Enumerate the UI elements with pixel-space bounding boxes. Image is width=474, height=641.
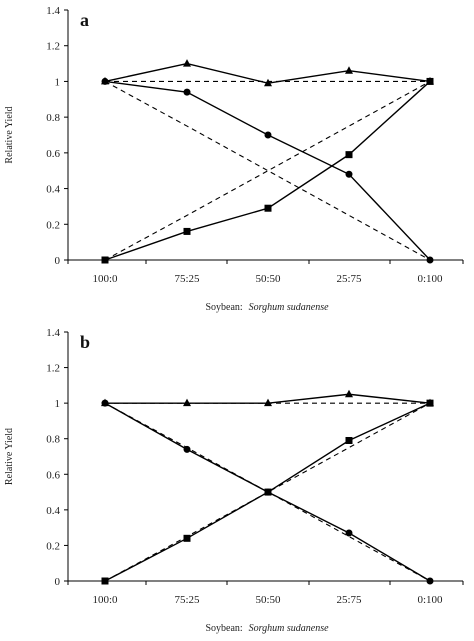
circle-point: [264, 131, 272, 139]
circle-point: [345, 529, 353, 537]
circle-point: [345, 170, 353, 178]
x-tick-label: 75:25: [174, 273, 200, 285]
circle-point: [101, 399, 109, 407]
x-tick-label: 0:100: [417, 273, 443, 285]
x-tick-label: 25:75: [336, 273, 362, 285]
y-tick-label: 1.4: [46, 5, 60, 17]
square-point: [264, 204, 272, 212]
y-tick-label: 1.2: [46, 41, 60, 53]
x-axis-title-species: Sorghum sudanense: [249, 302, 329, 313]
y-tick-label: 0.6: [46, 469, 60, 481]
y-tick-label: 1.2: [46, 363, 60, 375]
y-tick-label: 0: [55, 576, 61, 588]
triangle-point: [264, 398, 272, 407]
x-tick-label: 25:75: [336, 594, 362, 606]
y-tick-label: 1.4: [46, 327, 60, 339]
dashed-line-4: [104, 402, 431, 582]
y-tick-label: 0.4: [46, 184, 60, 196]
square-point: [426, 399, 434, 407]
panel-label: b: [80, 332, 90, 352]
chart-panel-a: 0 0.2 0.4 0.6 0.8 1 1.2 1.4 100:0 75:25 50:50 25:75…: [4, 5, 464, 313]
triangle-point: [183, 398, 191, 407]
circle-point: [183, 445, 191, 453]
x-tick-label: 0:100: [417, 594, 443, 606]
circle-point: [101, 77, 109, 85]
x-tick-label: 100:0: [92, 273, 118, 285]
x-axis-title: Soybean: Sorghum sudanense: [205, 302, 329, 313]
y-tick-label: 0.2: [46, 219, 60, 231]
square-point: [426, 77, 434, 85]
triangle-point: [183, 59, 191, 67]
y-tick-label: 0: [55, 255, 61, 267]
x-axis-title-prefix: Soybean:: [205, 623, 242, 634]
y-tick-label: 0.4: [46, 505, 60, 517]
dashed-line-4: [104, 80, 431, 261]
x-axis-title-prefix: Soybean:: [205, 302, 242, 313]
y-tick-label: 0.8: [46, 434, 60, 446]
square-point: [101, 256, 109, 264]
triangle-point: [345, 389, 353, 398]
square-point: [183, 227, 191, 235]
square-point: [101, 577, 109, 585]
x-tick-label: 50:50: [255, 594, 281, 606]
circle-point: [183, 88, 191, 96]
y-tick-label: 0.2: [46, 540, 60, 552]
panel-label: a: [80, 10, 89, 30]
square-point: [345, 436, 353, 444]
chart-panel-b: 0 0.2 0.4 0.6 0.8 1 1.2 1.4 100:0 75:25 50:50 25:75…: [4, 327, 464, 634]
y-axis-title: Relative Yield: [4, 428, 15, 485]
dashed-line-5: [104, 80, 431, 261]
square-point: [345, 151, 353, 159]
y-tick-label: 1: [55, 398, 61, 410]
x-tick-label: 100:0: [92, 594, 118, 606]
circle-point: [426, 577, 434, 585]
y-tick-label: 0.8: [46, 112, 60, 124]
x-axis-title-species: Sorghum sudanense: [249, 623, 329, 634]
x-tick-label: 50:50: [255, 273, 281, 285]
x-axis-title: Soybean: Sorghum sudanense: [205, 623, 329, 634]
dashed-line-5: [104, 402, 431, 582]
triangle-point: [264, 78, 272, 87]
square-point: [183, 534, 191, 542]
y-axis-title: Relative Yield: [4, 106, 15, 163]
y-tick-label: 0.6: [46, 148, 60, 160]
x-tick-label: 75:25: [174, 594, 200, 606]
y-tick-label: 1: [55, 76, 61, 88]
triangle-point: [345, 66, 353, 74]
square-point: [264, 488, 272, 496]
circle-point: [426, 256, 434, 264]
